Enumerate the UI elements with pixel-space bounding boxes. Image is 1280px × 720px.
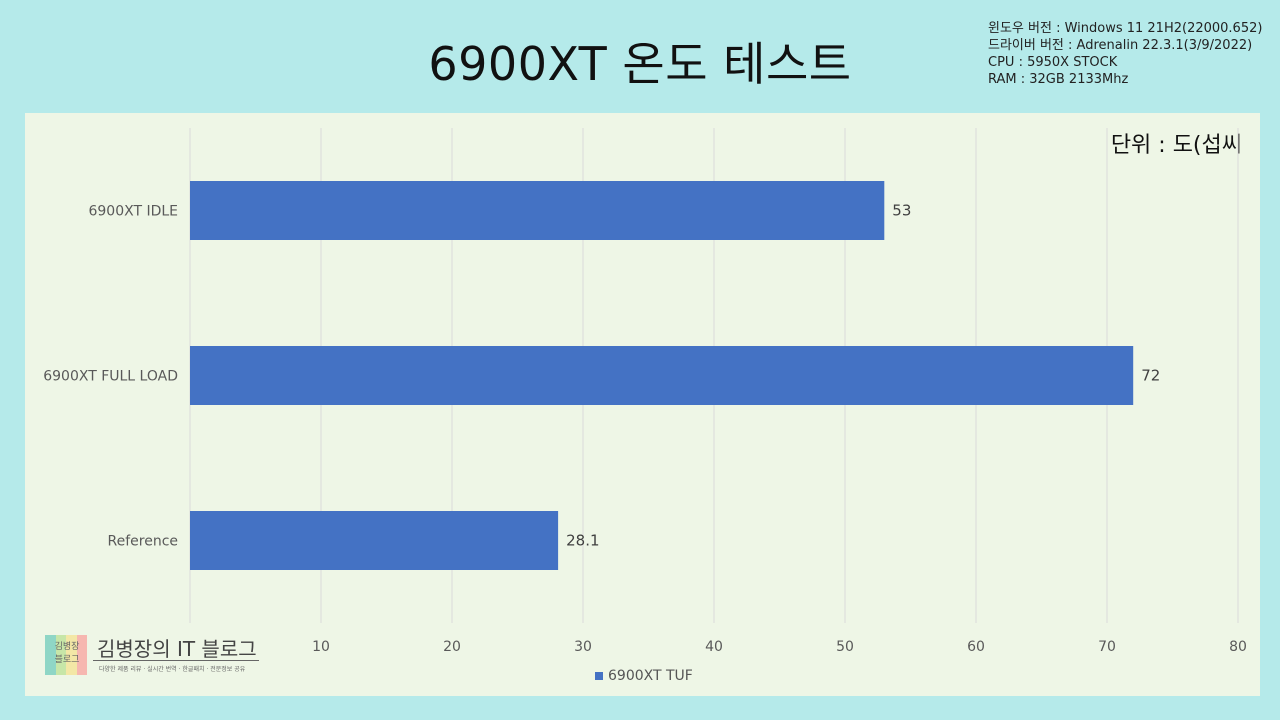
- category-label-1: 6900XT FULL LOAD: [43, 369, 178, 385]
- bar-6900xt-idle: [190, 181, 885, 240]
- bar-chart: 10 20 30 40 50 60 70 80 53 6900XT IDLE 72 6900XT FU…: [43, 128, 1247, 655]
- logo-name: 김병장의 IT 블로그: [97, 637, 257, 661]
- x-tick-label-80: 80: [1229, 639, 1247, 655]
- logo-mark-text: 김병장 블로그: [54, 642, 80, 665]
- blog-logo: 김병장 블로그 김병장의 IT 블로그 다양한 제품 리뷰 · 실시간 번역 ·…: [45, 633, 285, 679]
- logo-stripes: [45, 635, 87, 675]
- x-tick-label-70: 70: [1098, 639, 1116, 655]
- spec-line-cpu: CPU : 5950X STOCK: [988, 55, 1118, 70]
- data-label-0: 53: [892, 202, 911, 220]
- legend: 6900XT TUF: [595, 668, 693, 684]
- data-label-2: 28.1: [566, 532, 599, 550]
- chart-panel: 단위 : 도(섭씨 10 20 30 40 50 60 70 80 53 6900XT IDLE 7…: [25, 113, 1260, 696]
- x-tick-label-60: 60: [967, 639, 985, 655]
- bar-reference: [190, 511, 559, 570]
- x-tick-label-50: 50: [836, 639, 854, 655]
- x-tick-label-20: 20: [443, 639, 461, 655]
- x-tick-label-10: 10: [312, 639, 330, 655]
- spec-line-ram: RAM : 32GB 2133Mhz: [988, 72, 1129, 87]
- bar-6900xt-full-load: [190, 346, 1134, 405]
- data-label-1: 72: [1141, 367, 1160, 385]
- spec-line-driver: 드라이버 버전 : Adrenalin 22.3.1(3/9/2022): [988, 38, 1253, 53]
- legend-swatch: [595, 672, 603, 680]
- x-tick-label-30: 30: [574, 639, 592, 655]
- logo-tagline: 다양한 제품 리뷰 · 실시간 번역 · 한글패치 · 전문정보 공유: [99, 666, 246, 673]
- unit-label: 단위 : 도(섭씨: [1110, 133, 1242, 158]
- category-label-0: 6900XT IDLE: [88, 204, 178, 220]
- spec-info: 윈도우 버전 : Windows 11 21H2(22000.652) 드라이버…: [988, 20, 1262, 88]
- spec-line-windows: 윈도우 버전 : Windows 11 21H2(22000.652): [988, 21, 1263, 36]
- logo-mark: 김병장 블로그: [49, 641, 85, 667]
- x-tick-label-40: 40: [705, 639, 723, 655]
- logo-divider: [93, 660, 259, 661]
- chart-title: 6900XT 온도 테스트: [428, 37, 852, 91]
- category-label-2: Reference: [108, 534, 179, 550]
- legend-label: 6900XT TUF: [608, 668, 693, 684]
